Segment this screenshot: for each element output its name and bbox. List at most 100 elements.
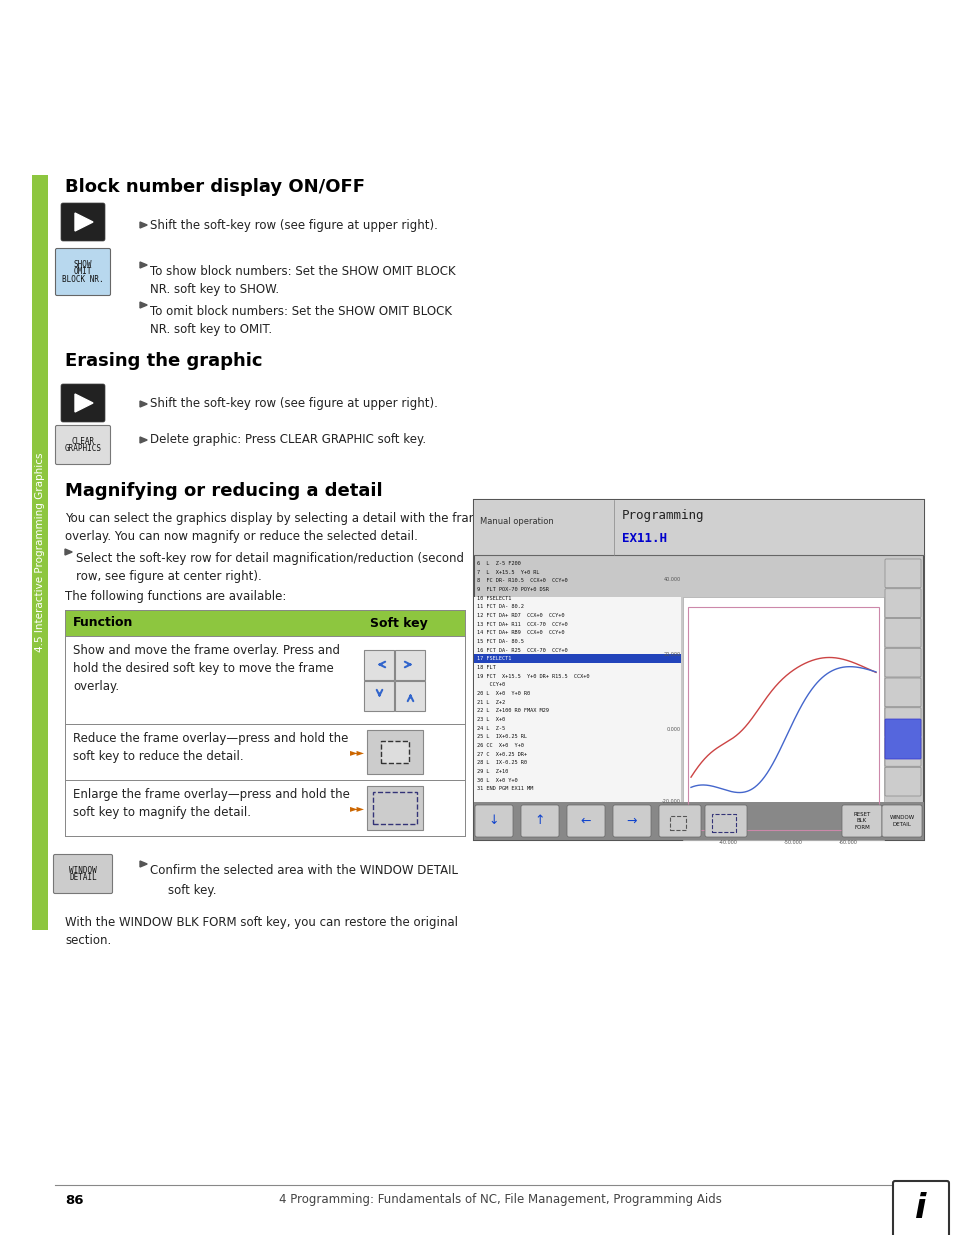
FancyBboxPatch shape (61, 384, 105, 422)
FancyBboxPatch shape (841, 805, 882, 837)
Text: You can select the graphics display by selecting a detail with the frame
overlay: You can select the graphics display by s… (65, 513, 487, 543)
Polygon shape (75, 394, 92, 412)
Polygon shape (140, 437, 147, 443)
Text: Delete graphic: Press CLEAR GRAPHIC soft key.: Delete graphic: Press CLEAR GRAPHIC soft… (150, 433, 426, 447)
Text: Programming: Programming (621, 509, 703, 521)
Text: 28 L  IX-0.25 R0: 28 L IX-0.25 R0 (476, 761, 526, 766)
FancyBboxPatch shape (884, 708, 920, 736)
Text: OMIT: OMIT (73, 268, 92, 277)
Text: Block number display ON/OFF: Block number display ON/OFF (65, 178, 365, 196)
FancyBboxPatch shape (474, 802, 923, 840)
Text: EX11.H: EX11.H (621, 531, 666, 545)
Text: 31 END PGM EX11 MM: 31 END PGM EX11 MM (476, 787, 533, 792)
Polygon shape (140, 262, 147, 268)
FancyBboxPatch shape (613, 805, 650, 837)
Text: With the WINDOW BLK FORM soft key, you can restore the original
section.: With the WINDOW BLK FORM soft key, you c… (65, 916, 457, 947)
Text: CLEAR: CLEAR (71, 437, 94, 446)
Text: Show and move the frame overlay. Press and
hold the desired soft key to move the: Show and move the frame overlay. Press a… (73, 643, 339, 693)
Text: 10 FSELECT1: 10 FSELECT1 (476, 595, 511, 600)
Text: 25 L  IX+0.25 RL: 25 L IX+0.25 RL (476, 735, 526, 740)
FancyBboxPatch shape (65, 781, 464, 836)
Text: 4 Programming: Fundamentals of NC, File Management, Programming Aids: 4 Programming: Fundamentals of NC, File … (278, 1193, 720, 1207)
Text: Shift the soft-key row (see figure at upper right).: Shift the soft-key row (see figure at up… (150, 219, 437, 231)
FancyBboxPatch shape (659, 805, 700, 837)
FancyBboxPatch shape (61, 203, 105, 241)
FancyBboxPatch shape (474, 500, 923, 555)
FancyBboxPatch shape (474, 597, 680, 840)
Text: 12 FCT DA+ RD7  CCX+0  CCY+0: 12 FCT DA+ RD7 CCX+0 CCY+0 (476, 613, 564, 618)
Text: 27 C  X+0.25 DR+: 27 C X+0.25 DR+ (476, 752, 526, 757)
Text: To omit block numbers: Set the SHOW OMIT BLOCK
NR. soft key to OMIT.: To omit block numbers: Set the SHOW OMIT… (150, 305, 452, 336)
FancyBboxPatch shape (65, 610, 464, 636)
Text: ←: ← (580, 815, 591, 827)
FancyBboxPatch shape (380, 741, 409, 763)
Text: 11 FCT DA- 80.2: 11 FCT DA- 80.2 (476, 604, 523, 609)
Polygon shape (65, 550, 72, 555)
Text: i: i (914, 1193, 925, 1225)
FancyBboxPatch shape (53, 855, 112, 893)
Text: 4.5 Interactive Programming Graphics: 4.5 Interactive Programming Graphics (35, 453, 45, 652)
FancyBboxPatch shape (892, 1181, 948, 1235)
Polygon shape (75, 212, 92, 231)
FancyBboxPatch shape (55, 248, 111, 295)
FancyBboxPatch shape (65, 636, 464, 724)
Text: 86: 86 (65, 1193, 84, 1207)
Text: 23 L  X+0: 23 L X+0 (476, 718, 504, 722)
FancyBboxPatch shape (364, 650, 395, 679)
Polygon shape (140, 303, 147, 308)
FancyBboxPatch shape (475, 805, 513, 837)
FancyBboxPatch shape (395, 650, 425, 679)
Text: 6  L  Z-5 F200: 6 L Z-5 F200 (476, 561, 520, 566)
Text: ↓: ↓ (488, 815, 498, 827)
FancyBboxPatch shape (367, 785, 422, 830)
FancyBboxPatch shape (884, 678, 920, 706)
FancyBboxPatch shape (55, 426, 111, 464)
Text: ►►: ►► (350, 803, 365, 813)
Text: 26 CC  X+0  Y+0: 26 CC X+0 Y+0 (476, 743, 523, 748)
FancyBboxPatch shape (884, 719, 920, 760)
Text: 24 L  Z-5: 24 L Z-5 (476, 726, 504, 731)
Text: ↑: ↑ (535, 815, 545, 827)
Text: Reduce the frame overlay—press and hold the
soft key to reduce the detail.: Reduce the frame overlay—press and hold … (73, 732, 348, 763)
Text: -60.000: -60.000 (838, 840, 857, 845)
FancyBboxPatch shape (884, 589, 920, 618)
Polygon shape (140, 222, 147, 228)
FancyBboxPatch shape (367, 730, 422, 774)
FancyBboxPatch shape (65, 724, 464, 781)
Text: -50.000: -50.000 (782, 840, 801, 845)
Text: 21 L  Z+2: 21 L Z+2 (476, 700, 504, 705)
Text: -20.000: -20.000 (661, 799, 680, 804)
Text: 9  FLT POX-70 POY+0 DSR: 9 FLT POX-70 POY+0 DSR (476, 587, 548, 592)
FancyBboxPatch shape (884, 737, 920, 766)
Text: Erasing the graphic: Erasing the graphic (65, 352, 262, 370)
FancyBboxPatch shape (520, 805, 558, 837)
Text: Soft key: Soft key (370, 616, 427, 630)
Text: 15 FCT DA- 80.5: 15 FCT DA- 80.5 (476, 638, 523, 643)
Text: 29 L  Z+10: 29 L Z+10 (476, 769, 508, 774)
Text: 18 FLT: 18 FLT (476, 664, 496, 669)
Text: 8  FC DR- R10.5  CCX+0  CCY+0: 8 FC DR- R10.5 CCX+0 CCY+0 (476, 578, 567, 583)
Text: WINDOW: WINDOW (69, 866, 97, 874)
Text: BLOCK NR.: BLOCK NR. (62, 274, 104, 284)
Text: 13 FCT DA+ R11  CCX-70  CCY+0: 13 FCT DA+ R11 CCX-70 CCY+0 (476, 621, 567, 626)
FancyBboxPatch shape (884, 767, 920, 797)
Text: The following functions are available:: The following functions are available: (65, 590, 286, 603)
Text: Enlarge the frame overlay—press and hold the
soft key to magnify the detail.: Enlarge the frame overlay—press and hold… (73, 788, 350, 819)
Text: GRAPHICS: GRAPHICS (65, 445, 101, 453)
FancyBboxPatch shape (364, 680, 395, 710)
FancyBboxPatch shape (474, 500, 923, 840)
Text: 30 L  X+0 Y+0: 30 L X+0 Y+0 (476, 778, 517, 783)
Text: Function: Function (73, 616, 133, 630)
Text: ►►: ►► (350, 747, 365, 757)
FancyBboxPatch shape (566, 805, 604, 837)
Text: 17 FSELECT1: 17 FSELECT1 (476, 656, 511, 661)
Text: RESET
BLK
FORM: RESET BLK FORM (853, 813, 870, 830)
FancyBboxPatch shape (32, 175, 48, 930)
Text: 14 FCT DA+ RB9  CCX+0  CCY+0: 14 FCT DA+ RB9 CCX+0 CCY+0 (476, 630, 564, 635)
Polygon shape (140, 861, 147, 867)
Text: SHOW: SHOW (73, 261, 92, 269)
FancyBboxPatch shape (395, 680, 425, 710)
Text: Manual operation: Manual operation (479, 517, 553, 526)
Text: Confirm the selected area with the WINDOW DETAIL: Confirm the selected area with the WINDO… (150, 864, 457, 877)
Text: 7  L  X+15.5  Y+0 RL: 7 L X+15.5 Y+0 RL (476, 569, 539, 574)
